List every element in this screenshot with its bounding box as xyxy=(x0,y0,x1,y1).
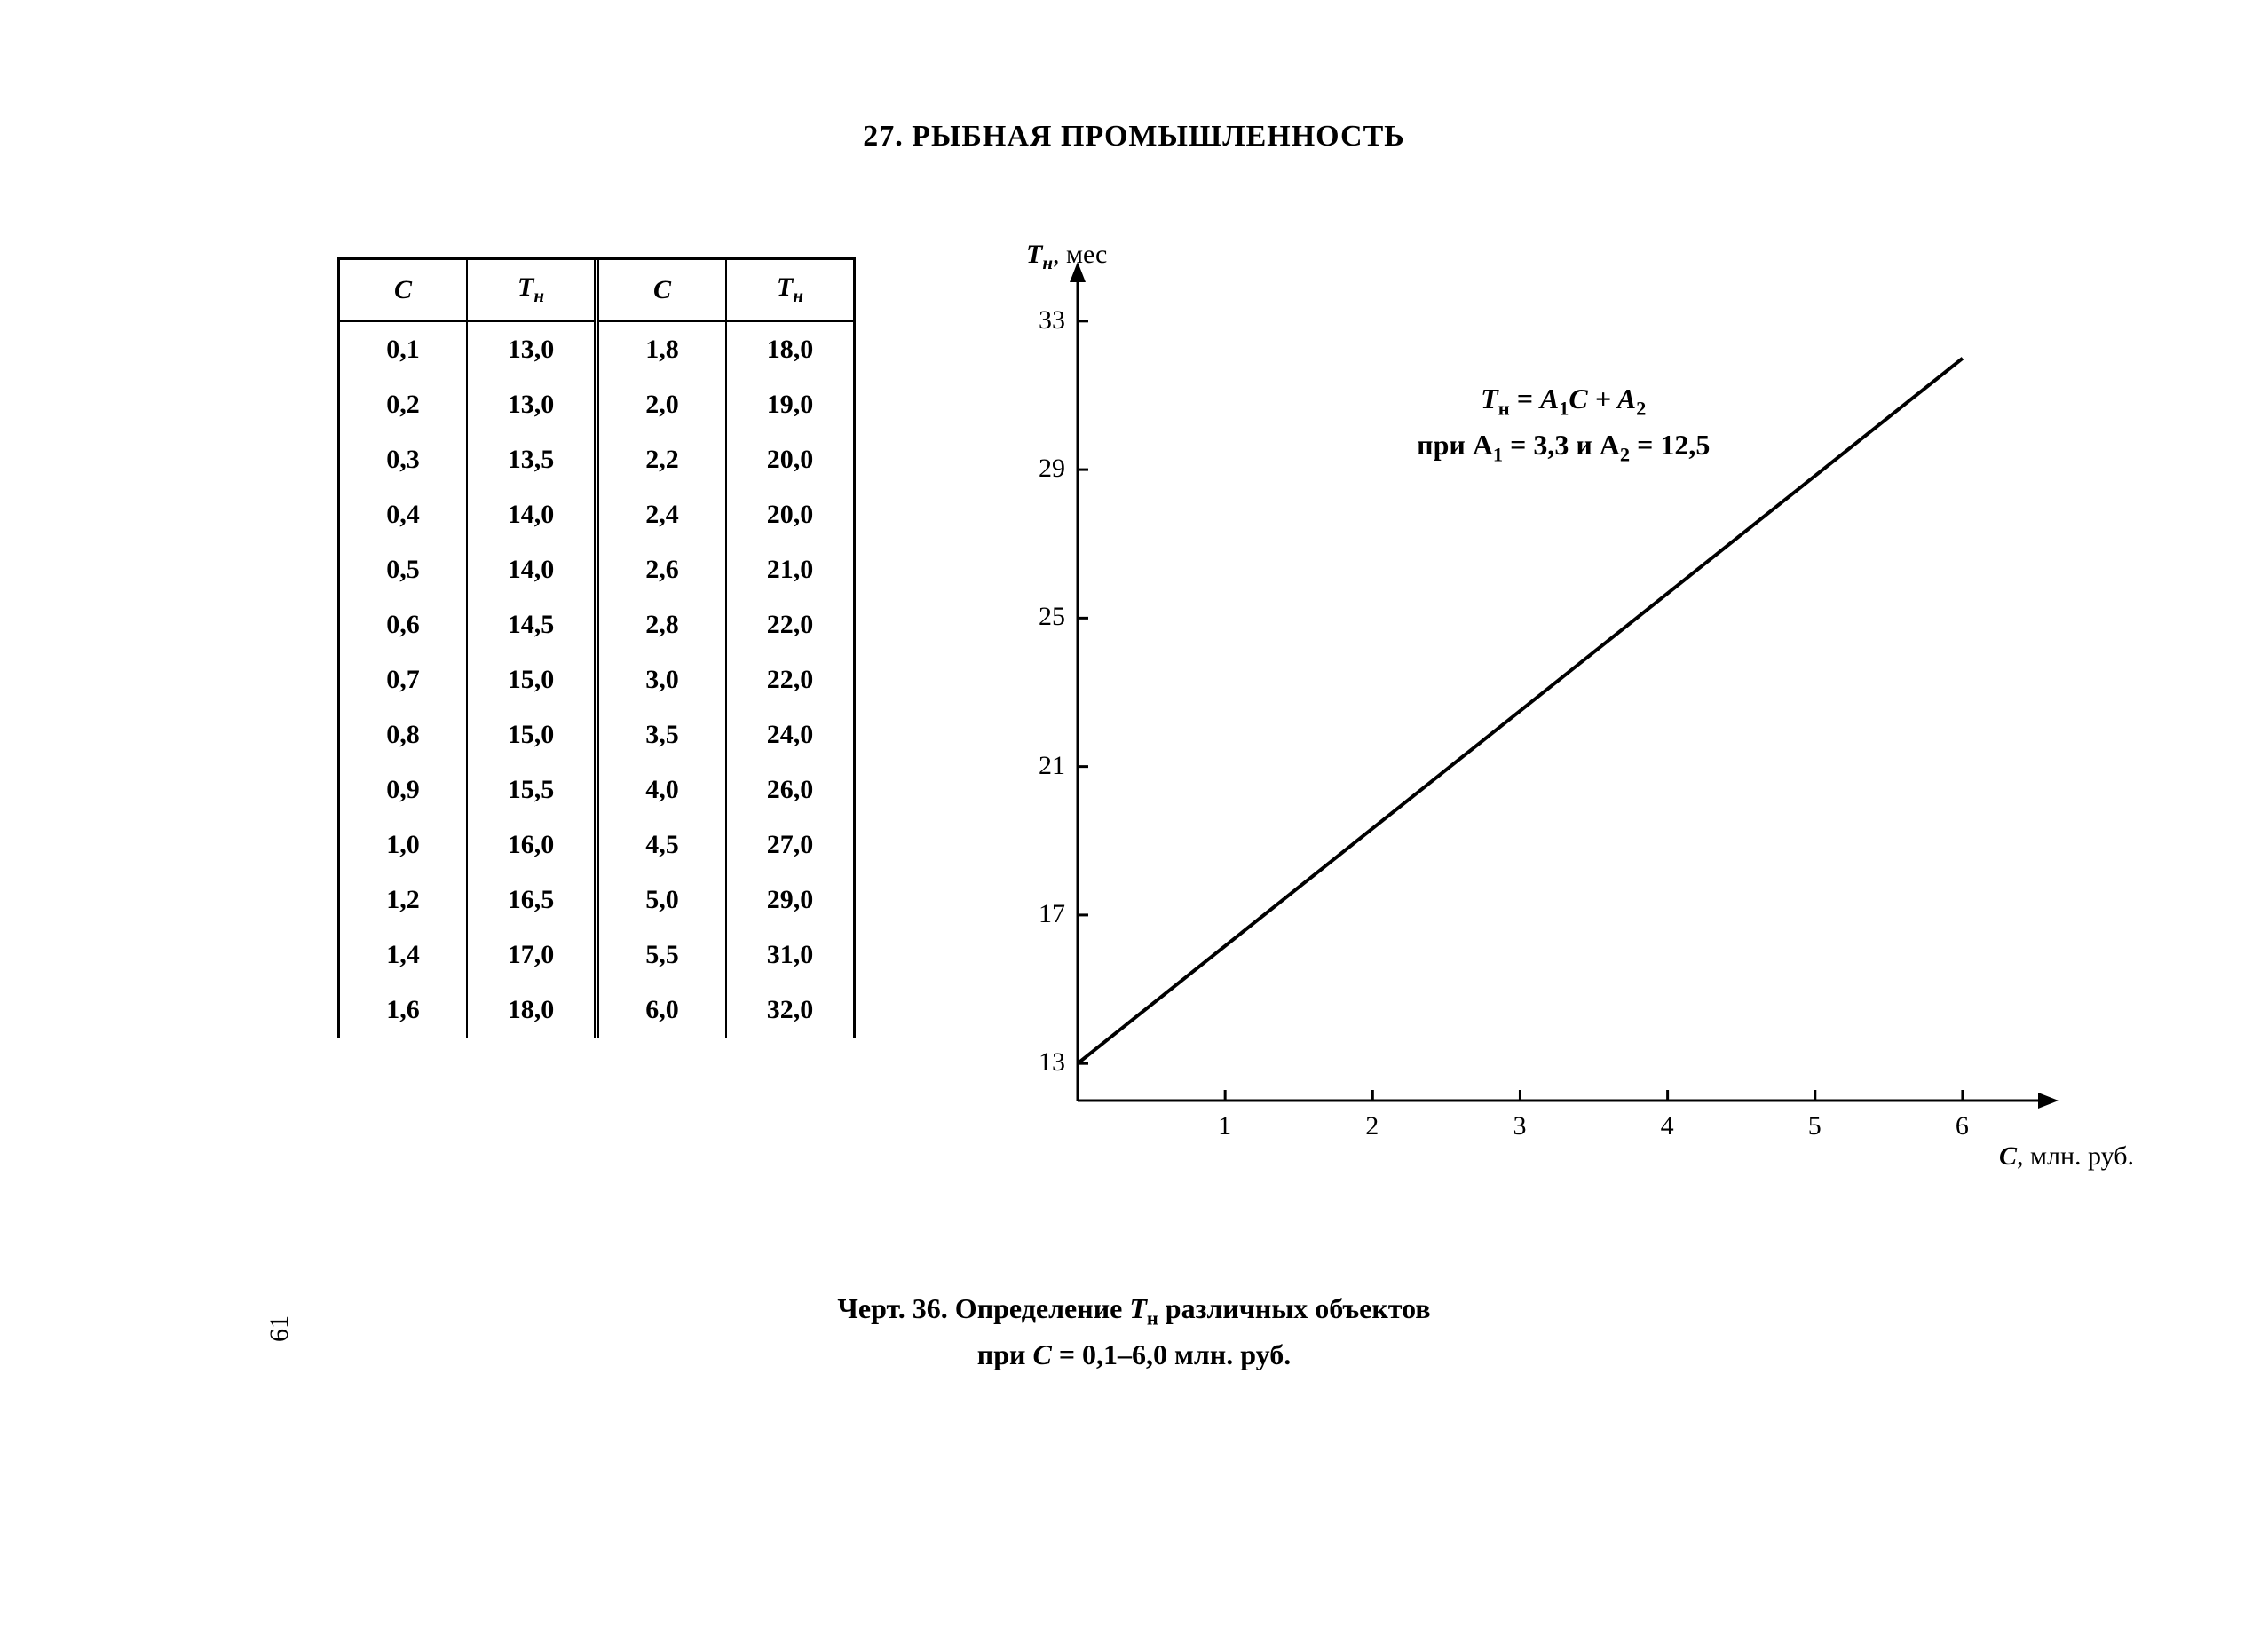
table-header-t2: Tн xyxy=(726,260,853,321)
x-tick-label: 5 xyxy=(1808,1111,1822,1141)
table-cell: 17,0 xyxy=(467,928,597,983)
content-row: C Tн C Tн 0,113,01,818,00,213,02,019,00 xyxy=(337,257,2082,1234)
table-cell: 31,0 xyxy=(726,928,853,983)
table-cell: 19,0 xyxy=(726,377,853,432)
y-tick-label: 25 xyxy=(1039,602,1065,632)
table-cell: 1,4 xyxy=(340,928,467,983)
table-cell: 2,8 xyxy=(597,597,726,652)
table-cell: 0,1 xyxy=(340,321,467,378)
section-title: 27. РЫБНАЯ ПРОМЫШЛЕННОСТЬ xyxy=(0,120,2268,154)
y-tick-label: 17 xyxy=(1039,899,1065,929)
data-table-wrapper: C Tн C Tн 0,113,01,818,00,213,02,019,00 xyxy=(337,257,856,1038)
table-cell: 2,2 xyxy=(597,432,726,487)
table-cell: 0,6 xyxy=(340,597,467,652)
formula: Tн = A1C + A2 при A1 = 3,3 и A2 = 12,5 xyxy=(1417,377,1710,470)
table-cell: 0,5 xyxy=(340,542,467,597)
y-axis-label: Tн, мес xyxy=(1026,240,1107,274)
table-cell: 2,4 xyxy=(597,487,726,542)
table-cell: 24,0 xyxy=(726,707,853,762)
table-cell: 0,2 xyxy=(340,377,467,432)
table-cell: 0,8 xyxy=(340,707,467,762)
y-tick-label: 29 xyxy=(1039,454,1065,484)
table-cell: 16,5 xyxy=(467,872,597,928)
table-row: 0,313,52,220,0 xyxy=(340,432,853,487)
x-tick-label: 6 xyxy=(1956,1111,1969,1141)
table-row: 0,815,03,524,0 xyxy=(340,707,853,762)
chart: Tн, мес C, млн. руб. Tн = A1C + A2 при A… xyxy=(989,257,2072,1234)
table-cell: 20,0 xyxy=(726,432,853,487)
y-tick-label: 13 xyxy=(1039,1047,1065,1078)
table-cell: 14,0 xyxy=(467,542,597,597)
table-cell: 2,0 xyxy=(597,377,726,432)
table-cell: 0,9 xyxy=(340,762,467,817)
table-cell: 13,0 xyxy=(467,377,597,432)
figure-caption: Черт. 36. Определение Tн различных объек… xyxy=(0,1287,2268,1376)
table-header-c2: C xyxy=(597,260,726,321)
table-cell: 16,0 xyxy=(467,817,597,872)
table-row: 1,016,04,527,0 xyxy=(340,817,853,872)
table-row: 0,213,02,019,0 xyxy=(340,377,853,432)
table-cell: 3,0 xyxy=(597,652,726,707)
data-table: C Tн C Tн 0,113,01,818,00,213,02,019,00 xyxy=(340,260,853,1038)
table-cell: 14,5 xyxy=(467,597,597,652)
table-cell: 1,0 xyxy=(340,817,467,872)
table-cell: 1,8 xyxy=(597,321,726,378)
table-cell: 6,0 xyxy=(597,983,726,1038)
table-cell: 0,7 xyxy=(340,652,467,707)
table-cell: 18,0 xyxy=(467,983,597,1038)
table-row: 0,715,03,022,0 xyxy=(340,652,853,707)
table-cell: 1,6 xyxy=(340,983,467,1038)
table-cell: 0,4 xyxy=(340,487,467,542)
y-tick-label: 33 xyxy=(1039,305,1065,336)
table-cell: 26,0 xyxy=(726,762,853,817)
table-row: 0,614,52,822,0 xyxy=(340,597,853,652)
x-axis-label: C, млн. руб. xyxy=(1999,1141,2134,1172)
table-cell: 4,5 xyxy=(597,817,726,872)
table-cell: 13,0 xyxy=(467,321,597,378)
y-tick-label: 21 xyxy=(1039,751,1065,781)
table-cell: 27,0 xyxy=(726,817,853,872)
table-cell: 15,0 xyxy=(467,652,597,707)
x-tick-label: 3 xyxy=(1513,1111,1526,1141)
x-tick-label: 1 xyxy=(1218,1111,1231,1141)
table-cell: 22,0 xyxy=(726,652,853,707)
table-cell: 29,0 xyxy=(726,872,853,928)
table-cell: 5,5 xyxy=(597,928,726,983)
x-tick-label: 4 xyxy=(1661,1111,1674,1141)
table-cell: 1,2 xyxy=(340,872,467,928)
table-row: 1,216,55,029,0 xyxy=(340,872,853,928)
table-cell: 15,0 xyxy=(467,707,597,762)
table-cell: 22,0 xyxy=(726,597,853,652)
table-header-c1: C xyxy=(340,260,467,321)
table-cell: 21,0 xyxy=(726,542,853,597)
table-cell: 32,0 xyxy=(726,983,853,1038)
table-cell: 4,0 xyxy=(597,762,726,817)
table-row: 0,915,54,026,0 xyxy=(340,762,853,817)
table-cell: 0,3 xyxy=(340,432,467,487)
table-cell: 3,5 xyxy=(597,707,726,762)
table-cell: 18,0 xyxy=(726,321,853,378)
x-tick-label: 2 xyxy=(1365,1111,1379,1141)
table-cell: 2,6 xyxy=(597,542,726,597)
table-cell: 15,5 xyxy=(467,762,597,817)
table-cell: 5,0 xyxy=(597,872,726,928)
table-cell: 20,0 xyxy=(726,487,853,542)
table-row: 0,414,02,420,0 xyxy=(340,487,853,542)
table-row: 0,514,02,621,0 xyxy=(340,542,853,597)
table-row: 0,113,01,818,0 xyxy=(340,321,853,378)
table-cell: 13,5 xyxy=(467,432,597,487)
table-cell: 14,0 xyxy=(467,487,597,542)
table-row: 1,417,05,531,0 xyxy=(340,928,853,983)
table-header-t1: Tн xyxy=(467,260,597,321)
table-row: 1,618,06,032,0 xyxy=(340,983,853,1038)
